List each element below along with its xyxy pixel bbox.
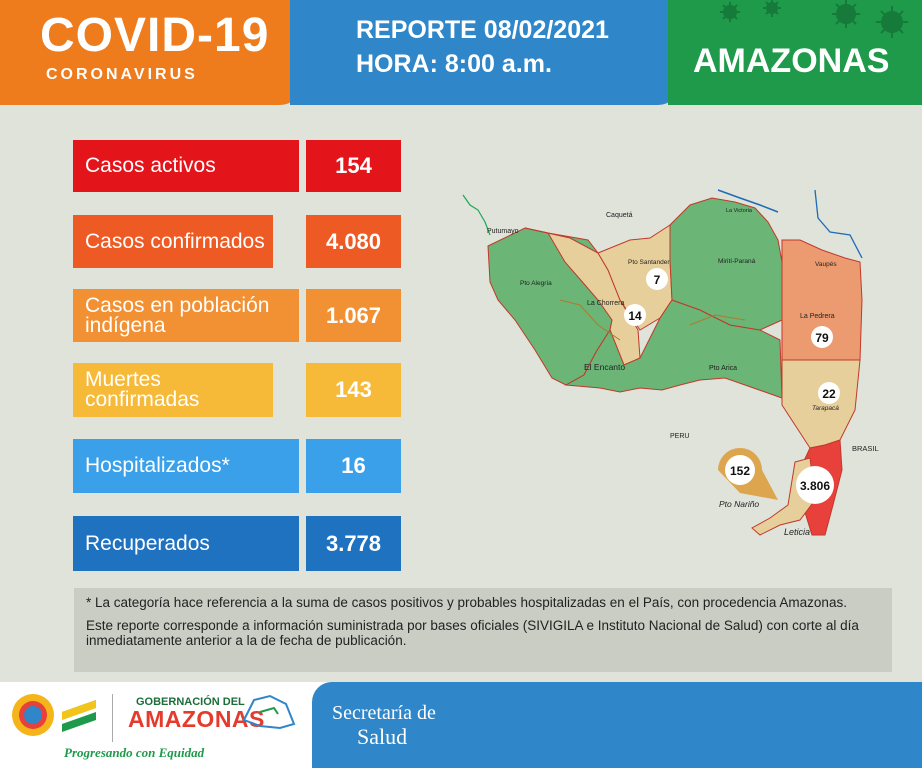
gobernacion-line2: AMAZONAS: [128, 706, 265, 732]
gobernacion-logo-icon: [12, 694, 96, 736]
label-peru: PERU: [670, 433, 689, 440]
virus-icon: [720, 2, 740, 22]
label-pto-arica: Pto Arica: [709, 365, 737, 372]
stat-label-recovered: Recuperados: [73, 516, 299, 571]
stat-label-hospitalized: Hospitalizados*: [73, 439, 299, 493]
report-time: HORA: 8:00 a.m.: [356, 50, 552, 78]
label-pto-narino: Pto Nariño: [719, 499, 759, 509]
label-tarapaca: Tarapacá: [812, 405, 839, 412]
virus-icon: [763, 0, 781, 17]
label-brasil: BRASIL: [852, 444, 879, 453]
virus-icon: [832, 0, 860, 28]
label-la-chorrera: La Chorrera: [587, 300, 624, 307]
header-report-panel: [290, 0, 680, 105]
count-tarapaca: 22: [822, 387, 836, 401]
secretaria-line2: Salud: [357, 724, 408, 749]
stat-value-active: 154: [306, 140, 401, 192]
label-la-victoria: La Victoria: [726, 208, 753, 214]
count-pto-narino: 152: [730, 464, 750, 478]
header-region-panel: [668, 0, 922, 105]
label-leticia: Leticia: [784, 527, 810, 537]
count-leticia: 3.806: [800, 479, 830, 493]
count-la-pedrera: 79: [815, 331, 829, 345]
region-la-pedrera: [781, 239, 863, 361]
virus-icons: [720, 0, 908, 38]
stat-label-confirmed: Casos confirmados: [73, 215, 273, 268]
label-miriti-parana: Mirití-Paraná: [718, 258, 756, 265]
page-subtitle: CORONAVIRUS: [46, 66, 198, 83]
stat-value-indigenous: 1.067: [306, 289, 401, 342]
stat-label-indigenous: Casos en población indígena: [73, 289, 299, 342]
footnote-hospitalized: * La categoría hace referencia a la suma…: [86, 595, 847, 610]
region-tarapaca: [781, 359, 861, 449]
stat-label-deaths: Muertes confirmadas: [73, 363, 273, 417]
amazonas-map: Caquetá Putumayo La Victoria Pto Santand…: [462, 189, 879, 537]
stat-value-deaths: 143: [306, 363, 401, 417]
label-la-pedrera: La Pedrera: [800, 313, 835, 320]
page-title: COVID-19: [40, 9, 270, 62]
header-title-panel: [0, 0, 302, 105]
footer-logo-panel: [0, 682, 330, 768]
label-vaupes: Vaupés: [815, 261, 837, 268]
stat-value-recovered: 3.778: [306, 516, 401, 571]
report-date: REPORTE 08/02/2021: [356, 16, 609, 44]
amazonas-outline-icon: [242, 694, 296, 730]
label-putumayo: Putumayo: [487, 228, 519, 235]
label-el-encanto: El Encanto: [584, 362, 625, 372]
stat-label-active: Casos activos: [73, 140, 299, 192]
logo-divider: [112, 694, 113, 742]
footnote-source: Este reporte corresponde a información s…: [86, 618, 859, 648]
stat-value-hospitalized: 16: [306, 439, 401, 493]
region-name: AMAZONAS: [693, 42, 890, 80]
stat-value-confirmed: 4.080: [306, 215, 401, 268]
flag-icon: [62, 700, 96, 732]
label-pto-alegria: Pto Alegría: [520, 280, 552, 287]
count-la-chorrera: 14: [628, 309, 642, 323]
footer-secretaria-panel: [312, 682, 922, 768]
virus-icon: [876, 6, 908, 38]
slogan: Progresando con Equidad: [64, 745, 205, 760]
secretaria-line1: Secretaría de: [332, 702, 436, 724]
label-caqueta: Caquetá: [606, 212, 633, 219]
count-pto-santander: 7: [654, 273, 661, 287]
label-pto-santander: Pto Santander: [628, 259, 670, 266]
gobernacion-line1: GOBERNACIÓN DEL: [136, 696, 245, 708]
footnotes-panel: * La categoría hace referencia a la suma…: [74, 588, 892, 672]
